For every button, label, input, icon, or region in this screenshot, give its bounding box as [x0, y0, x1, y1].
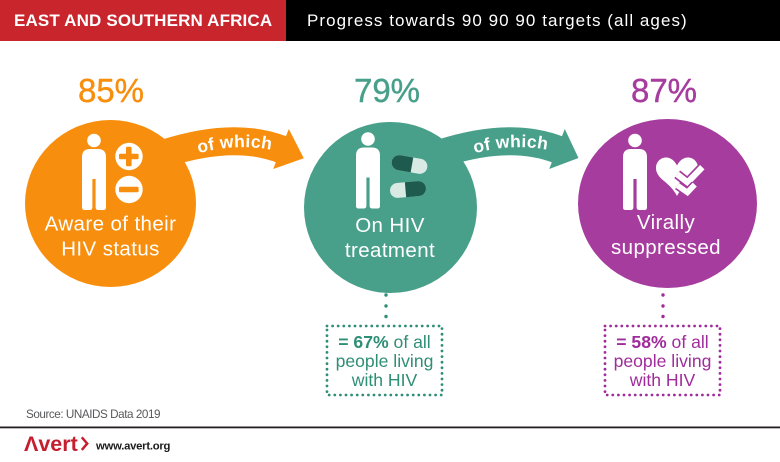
svg-text:Progress towards 90 90 90 targ: Progress towards 90 90 90 targets (all a… [307, 11, 688, 30]
svg-text:Aware of their: Aware of their [45, 213, 177, 236]
svg-text:suppressed: suppressed [611, 236, 721, 259]
svg-text:Virally: Virally [637, 211, 696, 234]
svg-text:Λvert: Λvert [24, 432, 78, 456]
svg-text:www.avert.org: www.avert.org [95, 441, 171, 453]
svg-text:79%: 79% [354, 72, 420, 109]
svg-text:treatment: treatment [345, 239, 435, 262]
svg-text:with HIV: with HIV [351, 370, 418, 390]
svg-text:85%: 85% [78, 72, 144, 109]
svg-text:people living: people living [614, 351, 712, 371]
svg-text:with HIV: with HIV [629, 370, 696, 390]
svg-text:= 67% of all: = 67% of all [338, 332, 430, 352]
svg-text:people living: people living [336, 351, 434, 371]
svg-text:87%: 87% [631, 72, 697, 109]
svg-text:EAST AND SOUTHERN AFRICA: EAST AND SOUTHERN AFRICA [14, 11, 272, 30]
svg-text:Source: UNAIDS Data 2019: Source: UNAIDS Data 2019 [26, 408, 160, 421]
svg-text:= 58% of all: = 58% of all [616, 332, 708, 352]
svg-text:On HIV: On HIV [355, 214, 425, 237]
svg-text:HIV status: HIV status [61, 238, 160, 261]
